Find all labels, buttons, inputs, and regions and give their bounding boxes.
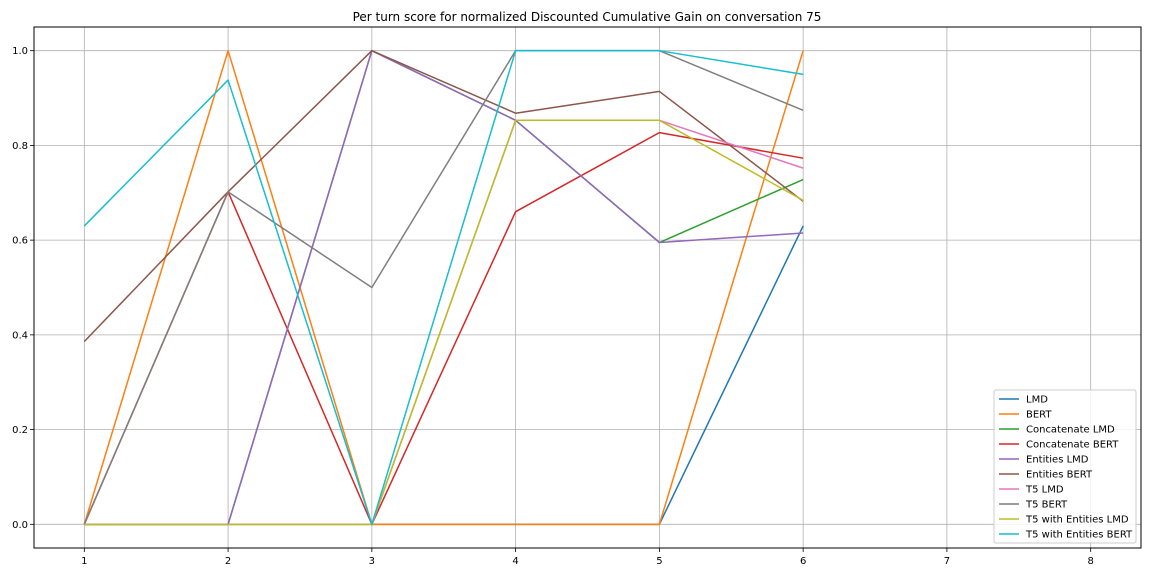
series-line-3 xyxy=(83,131,804,526)
series-line-8 xyxy=(84,119,804,526)
legend-label: BERT xyxy=(1026,410,1052,421)
y-tick-label: 1.0 xyxy=(12,46,28,57)
y-tick-label: 0.2 xyxy=(12,425,28,436)
chart-title: Per turn score for normalized Discounted… xyxy=(353,10,822,24)
legend-label: Entities LMD xyxy=(1026,455,1089,466)
series-line-1 xyxy=(83,49,804,526)
x-tick-label: 8 xyxy=(1087,556,1093,567)
x-tick-label: 4 xyxy=(512,556,518,567)
legend-label: T5 BERT xyxy=(1025,500,1068,511)
series-line-0 xyxy=(84,225,804,526)
x-tick-label: 5 xyxy=(656,556,662,567)
legend-label: Concatenate LMD xyxy=(1026,425,1115,436)
series-line-9 xyxy=(83,49,804,526)
x-tick-label: 1 xyxy=(81,556,87,567)
plot-frame xyxy=(33,26,1142,549)
x-tick-label: 3 xyxy=(369,556,375,567)
series-lines xyxy=(83,49,804,526)
legend-label: Entities BERT xyxy=(1026,470,1093,481)
x-tick-label: 7 xyxy=(944,556,950,567)
legend-label: T5 LMD xyxy=(1025,485,1064,496)
legend-label: T5 with Entities BERT xyxy=(1025,530,1133,541)
y-tick-label: 0.6 xyxy=(12,236,28,247)
grid-lines xyxy=(34,27,1141,548)
axis-ticks: 1 2 3 4 5 6 7 8 0.0 0.2 0.4 0.6 0.8 1.0 xyxy=(12,46,1094,567)
y-tick-label: 0.4 xyxy=(12,330,28,341)
x-tick-label: 6 xyxy=(800,556,806,567)
series-line-5 xyxy=(83,49,804,343)
legend: LMD BERT Concatenate LMD Concatenate BERT En… xyxy=(993,389,1137,544)
legend-label: Concatenate BERT xyxy=(1026,440,1119,451)
legend-label: T5 with Entities LMD xyxy=(1025,515,1129,526)
y-tick-label: 0.8 xyxy=(12,141,28,152)
x-tick-label: 2 xyxy=(225,556,231,567)
series-line-7 xyxy=(83,49,804,525)
legend-box xyxy=(993,389,1137,544)
y-tick-label: 0.0 xyxy=(12,520,28,531)
legend-label: LMD xyxy=(1026,395,1048,406)
